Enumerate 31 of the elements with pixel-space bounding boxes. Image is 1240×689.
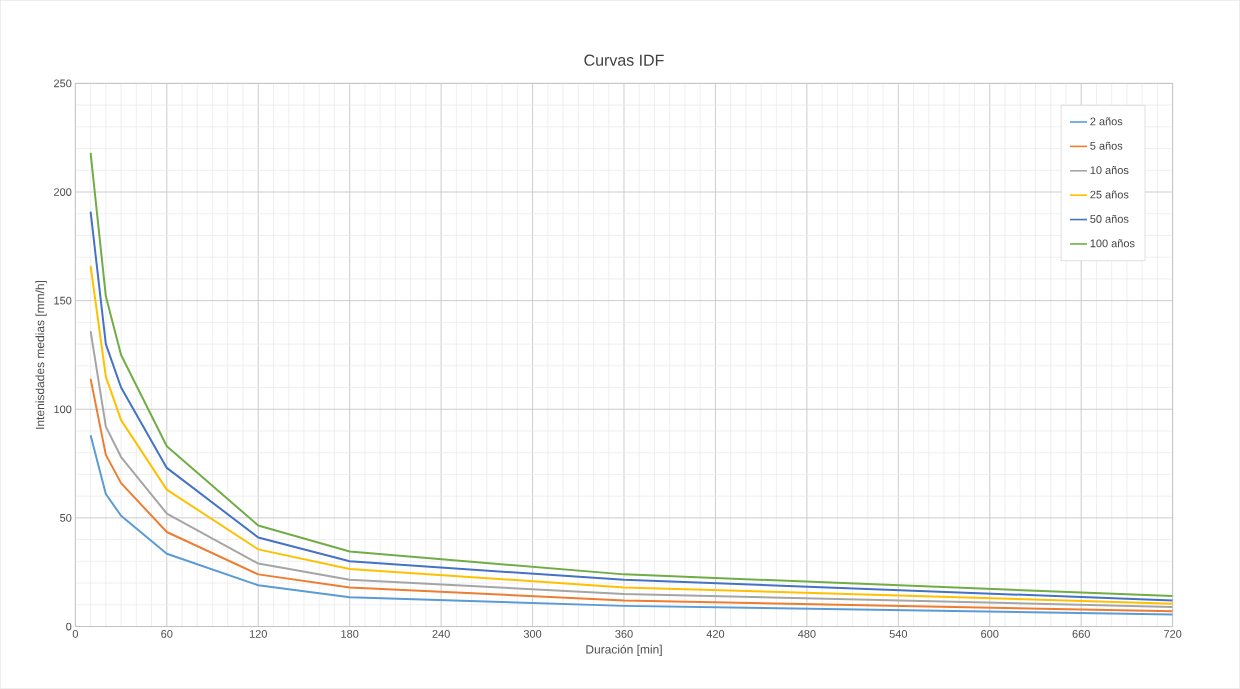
y-tick-label: 100 xyxy=(54,405,72,414)
x-tick-label: 540 xyxy=(889,630,908,638)
x-tick-label: 120 xyxy=(249,630,267,638)
x-tick-label: 0 xyxy=(72,630,78,638)
y-tick-label: 0 xyxy=(66,622,72,631)
legend-label: 10 años xyxy=(1090,166,1129,175)
y-tick-label: 50 xyxy=(60,514,72,522)
x-tick-label: 180 xyxy=(341,630,359,638)
x-tick-label: 660 xyxy=(1072,630,1090,638)
x-tick-label: 300 xyxy=(523,630,542,638)
legend-label: 50 años xyxy=(1090,214,1129,223)
line-series xyxy=(89,434,1173,616)
x-tick-label: 720 xyxy=(1164,630,1182,638)
x-tick-label: 240 xyxy=(432,630,450,638)
y-tick-label: 250 xyxy=(54,79,72,88)
legend-label: 2 años xyxy=(1090,117,1123,126)
line-series xyxy=(89,377,1173,613)
x-axis-title: Duración [min] xyxy=(586,644,662,657)
legend-label: 25 años xyxy=(1090,190,1129,199)
y-axis-title: Intenisdades medias [mm/h] xyxy=(35,280,47,429)
x-tick-label: 360 xyxy=(615,630,633,638)
y-tick-label: 150 xyxy=(54,296,72,305)
legend-label: 5 años xyxy=(1090,141,1123,150)
line-series xyxy=(89,330,1173,609)
y-tick-label: 200 xyxy=(54,188,72,196)
x-tick-label: 420 xyxy=(706,630,725,638)
x-tick-label: 600 xyxy=(981,630,999,638)
legend-label: 100 años xyxy=(1090,239,1135,248)
chart-title: Curvas IDF xyxy=(584,54,664,66)
x-tick-label: 480 xyxy=(797,630,816,638)
x-tick-label: 60 xyxy=(161,630,173,638)
